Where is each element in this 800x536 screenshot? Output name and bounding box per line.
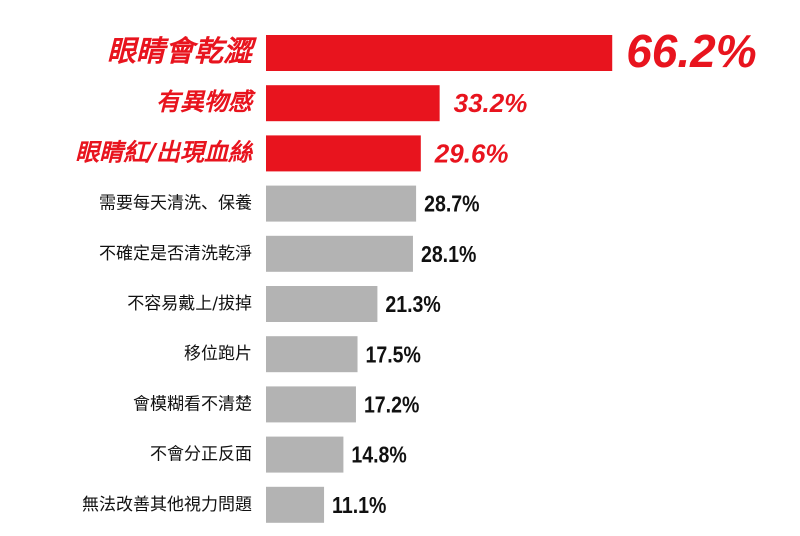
value-label: 17.5% (366, 342, 421, 368)
category-label: 不會分正反面 (150, 445, 252, 465)
value-label: 11.1% (332, 492, 386, 518)
bar (266, 486, 325, 523)
value-label: 29.6% (434, 138, 509, 168)
value-label: 28.7% (424, 191, 479, 217)
bar (266, 85, 440, 122)
bar (266, 286, 378, 322)
value-label: 14.8% (351, 442, 406, 468)
category-label: 眼睛會乾澀 (107, 34, 257, 68)
value-label: 33.2% (454, 88, 528, 118)
bar (266, 436, 344, 473)
bar (266, 386, 356, 423)
value-label: 28.1% (421, 241, 476, 267)
category-label: 會模糊看不清楚 (133, 394, 252, 414)
value-label: 21.3% (385, 292, 440, 318)
category-label: 不確定是否清洗乾淨 (99, 244, 252, 264)
value-label: 66.2% (626, 25, 756, 77)
bar (266, 235, 413, 272)
category-label: 無法改善其他視力問題 (82, 495, 252, 515)
category-label: 需要每天清洗、保養 (99, 194, 252, 214)
bar (266, 185, 417, 222)
bar (266, 336, 358, 373)
category-label: 有異物感 (156, 88, 256, 116)
bar (266, 135, 421, 172)
value-label: 17.2% (364, 392, 419, 418)
bar (266, 35, 613, 71)
category-label: 移位跑片 (184, 344, 252, 364)
category-label: 不容易戴上/拔掉 (127, 294, 252, 314)
category-label: 眼睛紅/出現血絲 (75, 138, 254, 166)
